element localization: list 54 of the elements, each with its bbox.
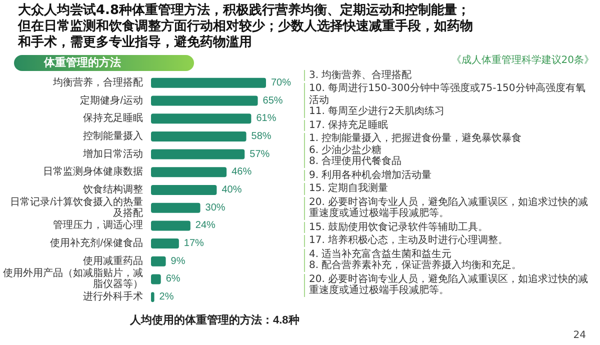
text: 10. 每周进行150-300分钟中等强度或75-150分钟高强度有氧活动 11. 每周至少进行2天肌肉练习 (304, 83, 594, 118)
y-tick-label: 饮食结构调整 (82, 184, 143, 196)
y-tick-label: 进行外科手术 (83, 290, 143, 303)
text: 17. 培养积极心态，主动及时进行心理调整。 (304, 235, 594, 246)
y-tick-label: 管理压力，调适心理 (53, 219, 143, 232)
y-tick-label: 均衡营养，合理搭配 (52, 76, 143, 88)
data-label: 40% (222, 184, 242, 196)
bar (151, 220, 190, 231)
bar (151, 238, 179, 249)
bar (151, 167, 227, 178)
text: 1. 控制能量摄入，把握进食份量，避免暴饮暴食 6. 少油少盐少糖 8. 合理使用代餐食品 (304, 133, 594, 168)
bar (151, 256, 166, 266)
y-tick-label: 日常监测身体健康数据 (43, 166, 143, 178)
data-label: 2% (159, 292, 174, 303)
bar (151, 149, 245, 160)
text: 20. 必要时咨询专业人员，避免陷入减重误区，如追求过快的减重速度或通过极端手段减肥等。 (304, 274, 594, 296)
chart-title: 大众人均尝试4.8种体重管理方法，积极践行营养均衡、定期运动和控制能量；但在日常监测和饮食调整方面行动相对较少；少数人选择快速减重手段，如药物和手术，需更多专业指导，避免药物滥用 (18, 3, 474, 51)
text: 4. 适当补充富含益生菌和益生元 8. 配合营养素补充，保证营养摄入均衡和充足。 (304, 248, 594, 272)
text: 24 (573, 330, 586, 341)
text: 3. 均衡营养、合理搭配 (304, 70, 594, 81)
text: 20. 必要时咨询专业人员，避免陷入减重误区，如追求过快的减重速度或通过极端手段减肥等。 (304, 196, 594, 220)
data-label: 65% (262, 95, 283, 106)
y-tick-label: 增加日常活动 (82, 148, 143, 160)
text: 15. 定期自我测量 (304, 183, 594, 194)
text: 《成人体重管理科学建议20条》 (450, 55, 594, 66)
chart-subtitle: 体重管理的方法 (14, 55, 194, 71)
bar (151, 202, 200, 213)
data-label: 9% (170, 256, 186, 267)
y-tick-label: 控制能量摄入 (83, 130, 143, 142)
bar (151, 114, 252, 124)
data-label: 70% (271, 77, 292, 88)
y-tick-label: 保持充足睡眠 (83, 112, 143, 124)
y-tick-label: 使用减重药品 (83, 254, 143, 267)
data-label: 17% (184, 238, 204, 250)
bar (151, 274, 161, 284)
y-tick-label: 日常记录/计算饮食摄入的热量及搭配 (10, 196, 143, 219)
data-label: 30% (205, 202, 226, 214)
y-tick-label: 使用外用产品（如减脂贴片，减脂仪器等） (3, 267, 143, 290)
data-label: 61% (256, 113, 276, 124)
data-label: 46% (232, 166, 252, 178)
y-tick-label: 定期健身/运动 (80, 94, 143, 106)
data-label: 58% (251, 130, 272, 142)
bar (151, 131, 246, 142)
text: 9. 利用各种机会增加活动量 (304, 170, 594, 181)
text: 人均使用的体重管理的方法：4.8种 (129, 314, 300, 326)
text: 15. 鼓励使用饮食记录软件等辅助工具。 (304, 222, 594, 233)
data-label: 24% (195, 220, 216, 232)
y-tick-label: 使用补充剂/保健食品 (50, 237, 143, 250)
data-label: 6% (166, 274, 180, 285)
data-label: 57% (250, 148, 270, 160)
text: 17. 保持充足睡眠 (304, 120, 594, 131)
bar (151, 78, 266, 88)
bar (151, 185, 217, 195)
bar (151, 96, 258, 106)
